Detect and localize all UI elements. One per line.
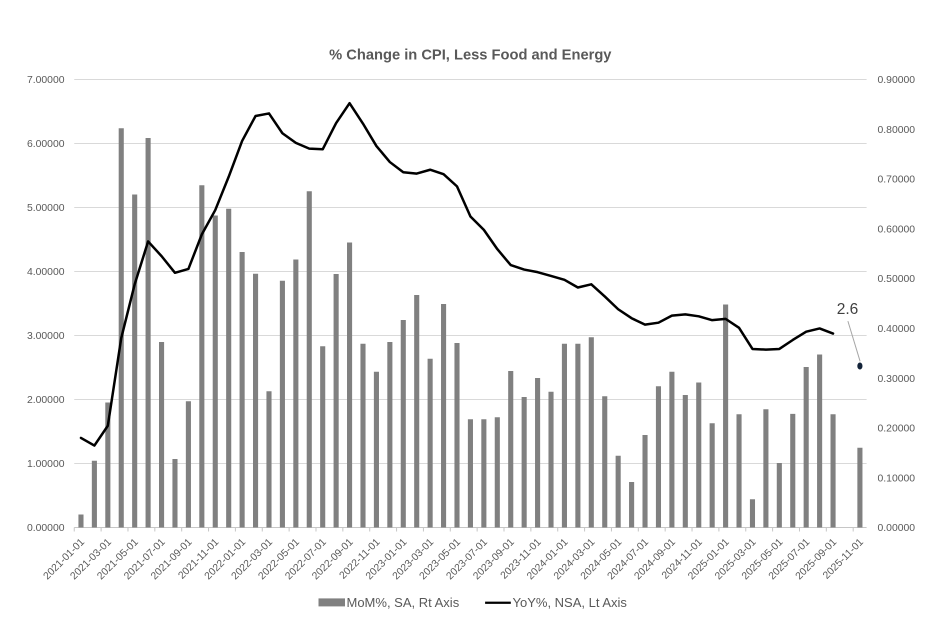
svg-text:0.70000: 0.70000 (878, 175, 916, 186)
svg-text:2.00000: 2.00000 (27, 395, 65, 406)
svg-text:0.30000: 0.30000 (878, 374, 916, 385)
svg-text:% Change in CPI, Less Food and: % Change in CPI, Less Food and Energy (329, 48, 612, 64)
svg-text:0.00000: 0.00000 (878, 523, 916, 534)
svg-text:0.90000: 0.90000 (878, 75, 916, 86)
svg-text:1.00000: 1.00000 (27, 459, 65, 470)
svg-text:0.00000: 0.00000 (27, 523, 65, 534)
svg-text:YoY%, NSA, Lt Axis: YoY%, NSA, Lt Axis (513, 595, 628, 610)
svg-text:0.40000: 0.40000 (878, 324, 916, 335)
svg-text:6.00000: 6.00000 (27, 139, 65, 150)
svg-text:0.20000: 0.20000 (878, 424, 916, 435)
svg-text:7.00000: 7.00000 (27, 75, 65, 86)
svg-text:MoM%, SA, Rt Axis: MoM%, SA, Rt Axis (347, 595, 460, 610)
svg-text:4.00000: 4.00000 (27, 267, 65, 278)
svg-text:2.6: 2.6 (837, 301, 859, 318)
svg-text:0.80000: 0.80000 (878, 125, 916, 136)
svg-text:3.00000: 3.00000 (27, 331, 65, 342)
svg-text:0.50000: 0.50000 (878, 274, 916, 285)
svg-text:0.60000: 0.60000 (878, 224, 916, 235)
svg-text:5.00000: 5.00000 (27, 203, 65, 214)
svg-text:0.10000: 0.10000 (878, 473, 916, 484)
